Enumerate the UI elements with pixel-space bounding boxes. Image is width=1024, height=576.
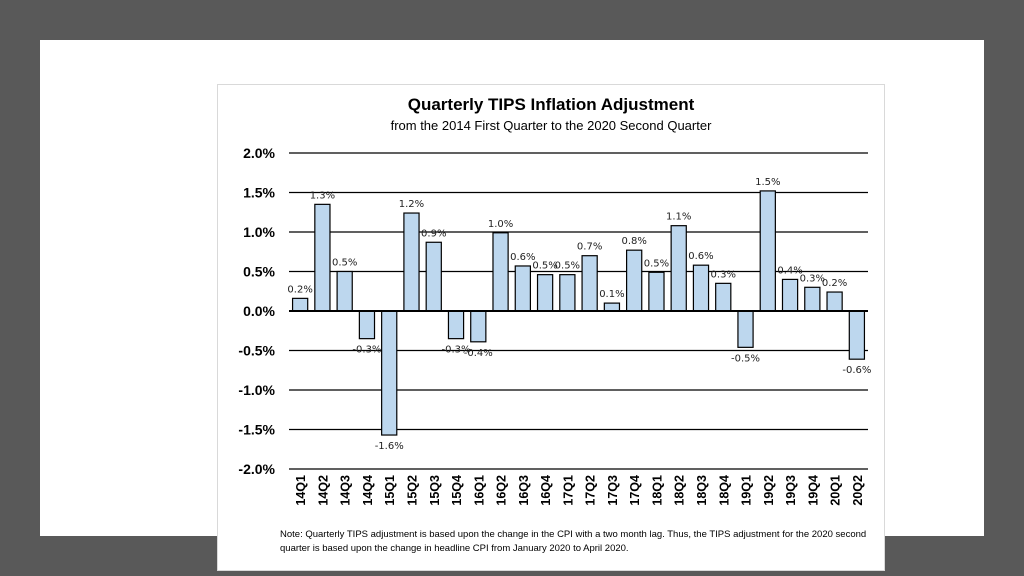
data-label: 0.2%: [822, 278, 847, 289]
x-tick-label: 16Q2: [495, 475, 509, 506]
x-tick-label: 18Q2: [673, 475, 687, 506]
data-label: 0.6%: [510, 252, 535, 263]
bar: [670, 225, 687, 312]
data-label: 0.3%: [800, 273, 825, 284]
data-label: 1.2%: [399, 199, 424, 210]
data-label: -0.5%: [731, 353, 760, 364]
x-tick-label: 14Q2: [316, 475, 330, 506]
y-tick-label: 2.0%: [243, 145, 275, 161]
x-tick-label: 18Q3: [695, 475, 709, 506]
x-tick-label: 20Q2: [851, 475, 865, 506]
x-tick-label: 17Q3: [606, 475, 620, 506]
bar: [737, 310, 754, 348]
chart-note: Note: Quarterly TIPS adjustment is based…: [280, 529, 867, 554]
x-tick-label: 14Q1: [294, 475, 308, 506]
x-tick-label: 16Q1: [472, 475, 486, 506]
bar: [314, 203, 331, 312]
y-tick-label: -0.5%: [238, 343, 275, 359]
x-tick-label: 16Q4: [539, 475, 553, 506]
x-tick-label: 17Q4: [628, 475, 642, 506]
data-label: 0.5%: [644, 258, 669, 269]
data-label: -1.6%: [375, 441, 404, 452]
data-label: -0.4%: [464, 348, 493, 359]
x-tick-label: 14Q4: [361, 475, 375, 506]
data-label: 1.3%: [310, 190, 335, 201]
x-axis-ticks: 14Q1 14Q2 14Q3 14Q4 15Q1 15Q2 15Q3 15Q4 16Q1 16Q2…: [294, 475, 865, 506]
data-label: 0.5%: [532, 261, 557, 272]
y-tick-label: -1.5%: [238, 422, 275, 438]
bar: [536, 274, 554, 312]
data-label: -0.6%: [842, 365, 871, 376]
bar: [403, 212, 420, 312]
x-tick-label: 19Q1: [740, 475, 754, 506]
bar: [514, 265, 531, 312]
data-label: 0.1%: [599, 289, 624, 300]
bar: [470, 310, 487, 343]
data-label: 1.1%: [666, 212, 691, 223]
x-tick-label: 15Q2: [405, 475, 419, 506]
y-tick-label: 0.5%: [243, 264, 275, 280]
data-label: 0.4%: [777, 265, 802, 276]
x-tick-label: 19Q2: [762, 475, 776, 506]
y-axis-ticks: 2.0% 1.5% 1.0% 0.5% 0.0% -0.5% -1.0% -1.5% -2.0%: [238, 145, 275, 477]
data-label: 0.5%: [555, 261, 580, 272]
data-label: 0.2%: [287, 284, 312, 295]
bar: [381, 310, 398, 436]
y-tick-label: 0.0%: [243, 303, 275, 319]
data-label: -0.3%: [442, 345, 471, 356]
chart-title: Quarterly TIPS Inflation Adjustment: [407, 95, 695, 114]
data-label: 1.5%: [755, 177, 780, 188]
x-tick-label: 19Q3: [784, 475, 798, 506]
bar: [826, 291, 843, 312]
x-tick-label: 16Q3: [517, 475, 531, 506]
y-tick-label: -2.0%: [238, 461, 275, 477]
y-tick-label: 1.5%: [243, 185, 275, 201]
data-label: 0.7%: [577, 242, 602, 253]
bar: [492, 232, 509, 312]
bar: [626, 249, 643, 312]
bar: [715, 282, 732, 312]
y-tick-label: -1.0%: [238, 382, 275, 398]
x-tick-label: 14Q3: [339, 475, 353, 506]
bar: [559, 274, 576, 312]
bar: [692, 264, 710, 312]
x-tick-label: 15Q4: [450, 475, 464, 506]
data-labels: 0.2%1.3%0.5%-0.3%-1.6%1.2%0.9%-0.3%-0.4%…: [287, 177, 871, 452]
chart-subtitle: from the 2014 First Quarter to the 2020 …: [390, 118, 712, 133]
y-tick-label: 1.0%: [243, 224, 275, 240]
bar: [581, 255, 598, 312]
slide-panel: Quarterly TIPS Inflation Adjustment from…: [40, 40, 984, 571]
bars: [291, 190, 866, 436]
bar: [291, 297, 309, 312]
x-tick-label: 15Q1: [383, 475, 397, 506]
x-tick-label: 19Q4: [806, 475, 820, 506]
data-label: 0.9%: [421, 228, 446, 239]
bar: [781, 278, 799, 312]
data-label: 0.3%: [711, 269, 736, 280]
bar: [425, 241, 442, 312]
bar: [358, 310, 376, 340]
x-tick-label: 18Q1: [650, 475, 664, 506]
bar: [603, 302, 621, 312]
x-tick-label: 18Q4: [717, 475, 731, 506]
x-tick-label: 15Q3: [428, 475, 442, 506]
bar: [648, 271, 665, 312]
bar: [804, 286, 821, 312]
bar-chart-plot: 2.0% 1.5% 1.0% 0.5% 0.0% -0.5% -1.0% -1.5% -2.0%…: [238, 145, 871, 506]
x-tick-label: 17Q2: [584, 475, 598, 506]
x-tick-label: 20Q1: [829, 475, 843, 506]
bar: [336, 270, 353, 312]
data-label: 1.0%: [488, 219, 513, 230]
data-label: -0.3%: [352, 345, 381, 356]
data-label: 0.8%: [621, 236, 646, 247]
bar: [447, 310, 465, 340]
bar: [848, 310, 866, 360]
x-tick-label: 17Q1: [561, 475, 575, 506]
data-label: 0.5%: [332, 258, 357, 269]
bar: [759, 190, 776, 312]
data-label: 0.6%: [688, 251, 713, 262]
chart-container: Quarterly TIPS Inflation Adjustment from…: [217, 84, 885, 571]
